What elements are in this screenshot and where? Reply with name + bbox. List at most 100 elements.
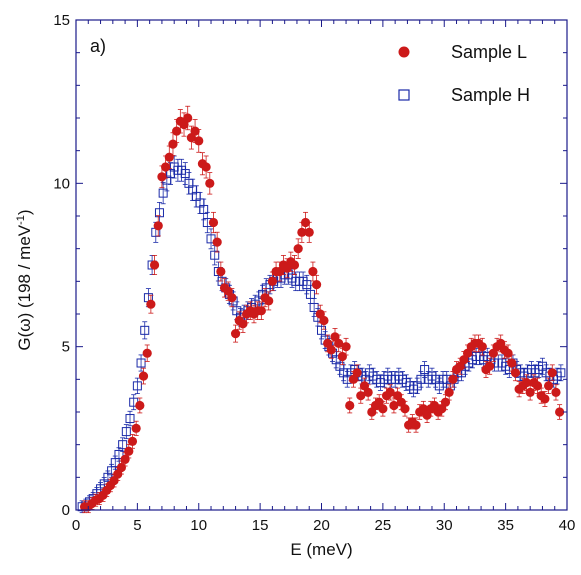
- data-point: [319, 315, 329, 326]
- data-point: [309, 302, 319, 312]
- data-point: [540, 394, 550, 404]
- data-point: [212, 237, 222, 247]
- data-point: [149, 260, 160, 270]
- axis-ticks: 0 5 10 15 20 25 30 35 40 0 5 10 15: [53, 12, 575, 534]
- series-sample-h: [77, 155, 566, 514]
- y-tick-label: 10: [53, 175, 70, 192]
- data-point: [121, 427, 131, 437]
- data-point: [510, 368, 521, 378]
- data-point: [507, 358, 517, 368]
- data-point: [205, 178, 215, 188]
- data-point: [555, 407, 565, 417]
- data-point: [289, 260, 300, 270]
- data-point: [334, 338, 344, 348]
- legend-marker-sample-h: [398, 89, 410, 101]
- data-point: [140, 325, 150, 335]
- data-point: [164, 152, 174, 162]
- y-axis-label: G(ω) (198 / meV-1): [15, 209, 34, 350]
- x-tick-label: 40: [559, 517, 576, 534]
- data-point: [297, 227, 307, 237]
- data-point: [118, 440, 128, 450]
- data-point: [448, 374, 458, 384]
- data-point: [556, 368, 566, 378]
- data-point: [157, 172, 167, 182]
- x-tick-label: 15: [252, 517, 269, 534]
- legend-label-sample-h: Sample H: [451, 85, 530, 105]
- data-point: [341, 342, 351, 352]
- data-point: [227, 293, 237, 303]
- data-point: [172, 126, 182, 136]
- data-point: [267, 276, 277, 286]
- data-point: [477, 342, 487, 352]
- data-point: [385, 387, 395, 397]
- data-point: [120, 454, 130, 464]
- y-tick-label: 15: [53, 12, 70, 29]
- x-tick-label: 5: [133, 517, 141, 534]
- data-point: [352, 368, 362, 378]
- data-point: [337, 351, 347, 362]
- x-tick-label: 20: [313, 517, 330, 534]
- data-point: [264, 296, 274, 306]
- data-point: [168, 139, 178, 149]
- data-point: [135, 400, 145, 411]
- plot-area: [77, 105, 566, 514]
- data-point: [146, 299, 156, 309]
- data-point: [525, 387, 535, 397]
- legend: Sample L Sample H: [398, 42, 530, 105]
- x-axis-label: E (meV): [290, 540, 352, 559]
- data-point: [154, 208, 164, 218]
- data-point: [131, 423, 141, 433]
- data-point: [199, 204, 209, 214]
- x-tick-label: 35: [497, 517, 514, 534]
- data-point: [158, 188, 168, 198]
- data-point: [305, 289, 315, 299]
- y-tick-label: 0: [62, 502, 70, 519]
- data-point: [551, 387, 561, 397]
- data-point: [138, 371, 149, 381]
- legend-marker-sample-l: [398, 46, 410, 58]
- data-point: [201, 162, 211, 172]
- data-point: [114, 449, 124, 459]
- data-point: [308, 266, 318, 277]
- data-point: [345, 400, 355, 411]
- y-axis-label-main: G(ω) (198 / meV: [15, 224, 34, 350]
- data-point: [543, 381, 554, 391]
- data-point: [304, 227, 314, 237]
- data-point: [142, 348, 152, 358]
- data-point: [210, 250, 220, 260]
- data-point: [293, 244, 303, 254]
- data-point: [132, 381, 142, 391]
- data-point: [153, 221, 163, 231]
- x-tick-label: 25: [375, 517, 392, 534]
- data-point: [311, 280, 322, 290]
- legend-label-sample-l: Sample L: [451, 42, 527, 62]
- y-tick-label: 5: [62, 339, 70, 356]
- data-point: [238, 319, 248, 329]
- data-point: [190, 126, 200, 136]
- data-point: [208, 217, 219, 228]
- data-point: [485, 361, 495, 371]
- data-point: [411, 420, 421, 430]
- data-point: [317, 325, 326, 335]
- data-point: [300, 217, 311, 228]
- data-point: [363, 387, 373, 397]
- data-point: [180, 169, 190, 179]
- data-point: [183, 113, 193, 123]
- data-point: [440, 397, 451, 407]
- x-tick-label: 0: [72, 517, 80, 534]
- data-point: [136, 358, 146, 368]
- data-point: [326, 345, 336, 355]
- data-point: [420, 365, 430, 375]
- y-axis-label-superscript: -1: [15, 215, 27, 225]
- data-point: [378, 404, 388, 414]
- data-point: [216, 266, 226, 277]
- y-axis-label-close: ): [15, 209, 34, 215]
- x-tick-label: 10: [190, 517, 207, 534]
- data-point: [444, 387, 454, 397]
- x-tick-label: 30: [436, 517, 453, 534]
- data-point: [503, 348, 513, 358]
- data-point: [400, 404, 410, 414]
- data-point: [127, 436, 138, 446]
- data-point: [416, 374, 426, 384]
